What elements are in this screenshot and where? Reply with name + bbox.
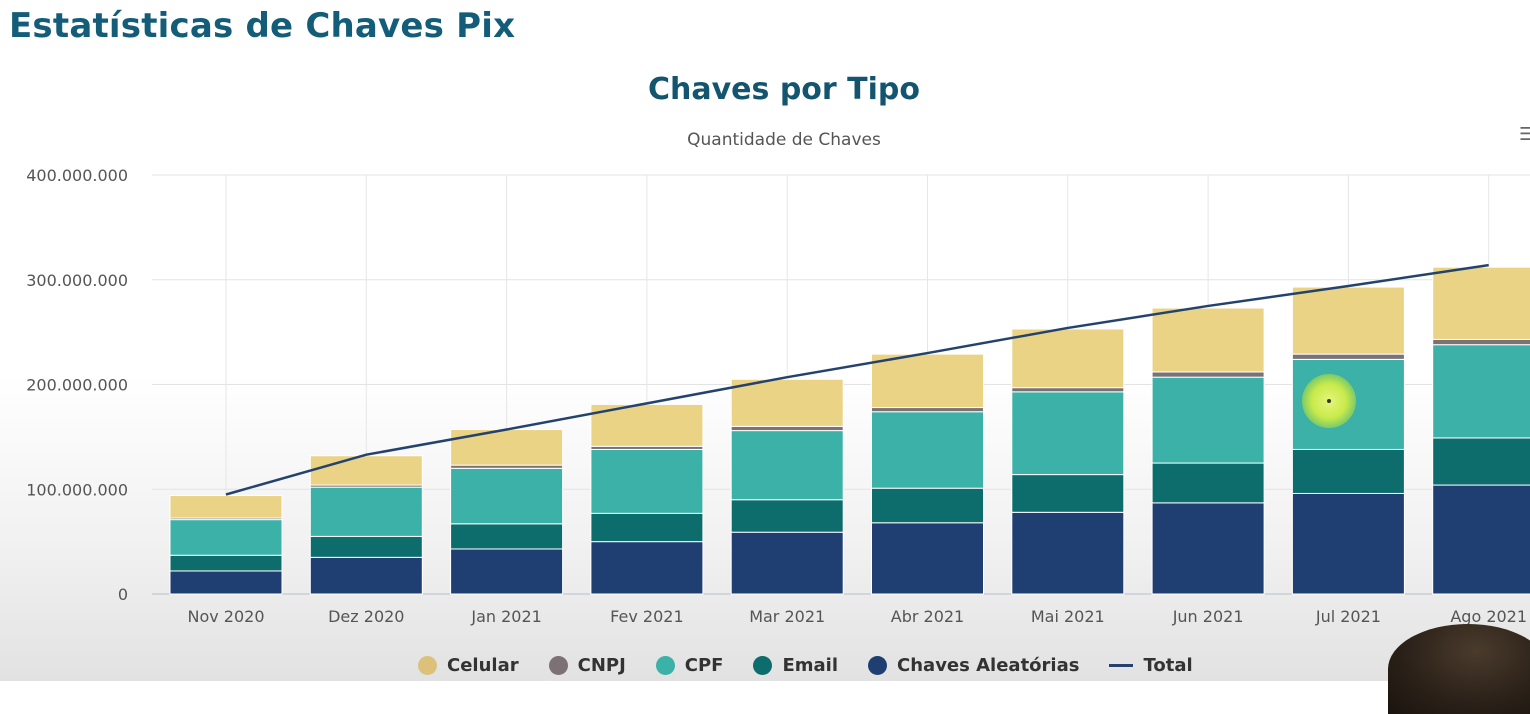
chart-legend: Celular CNPJ CPF Email Chaves Aleatórias… xyxy=(418,652,1223,678)
bar-segment xyxy=(731,426,843,430)
bar-segment xyxy=(872,412,984,488)
y-tick-label: 300.000.000 xyxy=(26,271,128,290)
legend-dot-chaves-aleatorias xyxy=(868,656,887,675)
bar-segment xyxy=(1012,388,1124,392)
bar-segment xyxy=(170,571,282,594)
bar-segment xyxy=(1012,392,1124,475)
bar-segment xyxy=(451,468,563,524)
bar-segment xyxy=(451,524,563,549)
bar-segment xyxy=(591,449,703,513)
x-tick-label: Fev 2021 xyxy=(610,607,683,626)
bar-segment xyxy=(591,513,703,541)
y-tick-label: 0 xyxy=(118,585,128,604)
bar-segment xyxy=(170,555,282,571)
bar-segment xyxy=(170,496,282,519)
bar-segment xyxy=(1152,503,1264,594)
bar-segment xyxy=(451,549,563,594)
bar-segment xyxy=(1152,463,1264,503)
bar-segment xyxy=(731,431,843,500)
bar-segment xyxy=(731,379,843,426)
legend-item-total[interactable]: Total xyxy=(1109,655,1192,676)
legend-label-email: Email xyxy=(782,655,838,676)
legend-dot-cpf xyxy=(656,656,675,675)
x-tick-label: Abr 2021 xyxy=(891,607,964,626)
legend-label-celular: Celular xyxy=(447,655,519,676)
x-tick-label: Jun 2021 xyxy=(1172,607,1244,626)
bar-segment xyxy=(310,487,422,536)
x-tick-label: Jul 2021 xyxy=(1315,607,1381,626)
bar-segment xyxy=(451,430,563,466)
bar-segment xyxy=(731,532,843,594)
bar-segment xyxy=(1292,287,1404,354)
bar-segment xyxy=(872,408,984,412)
legend-label-total: Total xyxy=(1143,655,1192,676)
legend-label-chaves-aleatorias: Chaves Aleatórias xyxy=(897,655,1079,676)
bar-segment xyxy=(1433,438,1530,485)
legend-item-email[interactable]: Email xyxy=(753,655,838,676)
mouse-cursor-icon xyxy=(1327,399,1331,403)
bar-segment xyxy=(872,488,984,523)
bar-segment xyxy=(1012,475,1124,513)
x-tick-label: Jan 2021 xyxy=(470,607,541,626)
bar-segment xyxy=(1433,345,1530,438)
y-tick-label: 400.000.000 xyxy=(26,166,128,185)
legend-dot-celular xyxy=(418,656,437,675)
bar-segment xyxy=(872,354,984,407)
x-tick-label: Mar 2021 xyxy=(749,607,825,626)
bar-segment xyxy=(310,456,422,485)
bar-segment xyxy=(170,520,282,556)
legend-item-celular[interactable]: Celular xyxy=(418,655,519,676)
legend-line-total xyxy=(1109,664,1133,667)
legend-item-chaves-aleatorias[interactable]: Chaves Aleatórias xyxy=(868,655,1079,676)
legend-dot-cnpj xyxy=(549,656,568,675)
legend-item-cpf[interactable]: CPF xyxy=(656,655,724,676)
bar-segment xyxy=(1152,308,1264,372)
bar-segment xyxy=(1433,339,1530,344)
x-tick-label: Dez 2020 xyxy=(328,607,404,626)
bar-segment xyxy=(310,536,422,557)
y-tick-label: 200.000.000 xyxy=(26,376,128,395)
presenter-webcam-overlay xyxy=(1388,624,1530,714)
bar-segment xyxy=(1292,354,1404,359)
bar-segment xyxy=(1433,485,1530,594)
legend-label-cnpj: CNPJ xyxy=(578,655,626,676)
legend-label-cpf: CPF xyxy=(685,655,724,676)
bar-segment xyxy=(1152,372,1264,377)
x-tick-label: Mai 2021 xyxy=(1031,607,1105,626)
bar-segment xyxy=(1433,267,1530,339)
bar-segment xyxy=(872,523,984,594)
bar-segment xyxy=(1012,512,1124,594)
bar-segment xyxy=(591,542,703,594)
bar-segment xyxy=(1012,329,1124,388)
bar-segment xyxy=(310,557,422,594)
bar-segment xyxy=(1292,449,1404,493)
legend-item-cnpj[interactable]: CNPJ xyxy=(549,655,626,676)
bar-segment xyxy=(1292,493,1404,594)
bar-segment xyxy=(1152,377,1264,463)
bar-segment xyxy=(731,500,843,532)
stacked-bar-chart: 0 100.000.000 200.000.000 300.000.000 400.00… xyxy=(0,0,1530,681)
x-tick-label: Nov 2020 xyxy=(187,607,264,626)
y-tick-label: 100.000.000 xyxy=(26,480,128,499)
mouse-cursor-highlight xyxy=(1302,374,1356,428)
legend-dot-email xyxy=(753,656,772,675)
